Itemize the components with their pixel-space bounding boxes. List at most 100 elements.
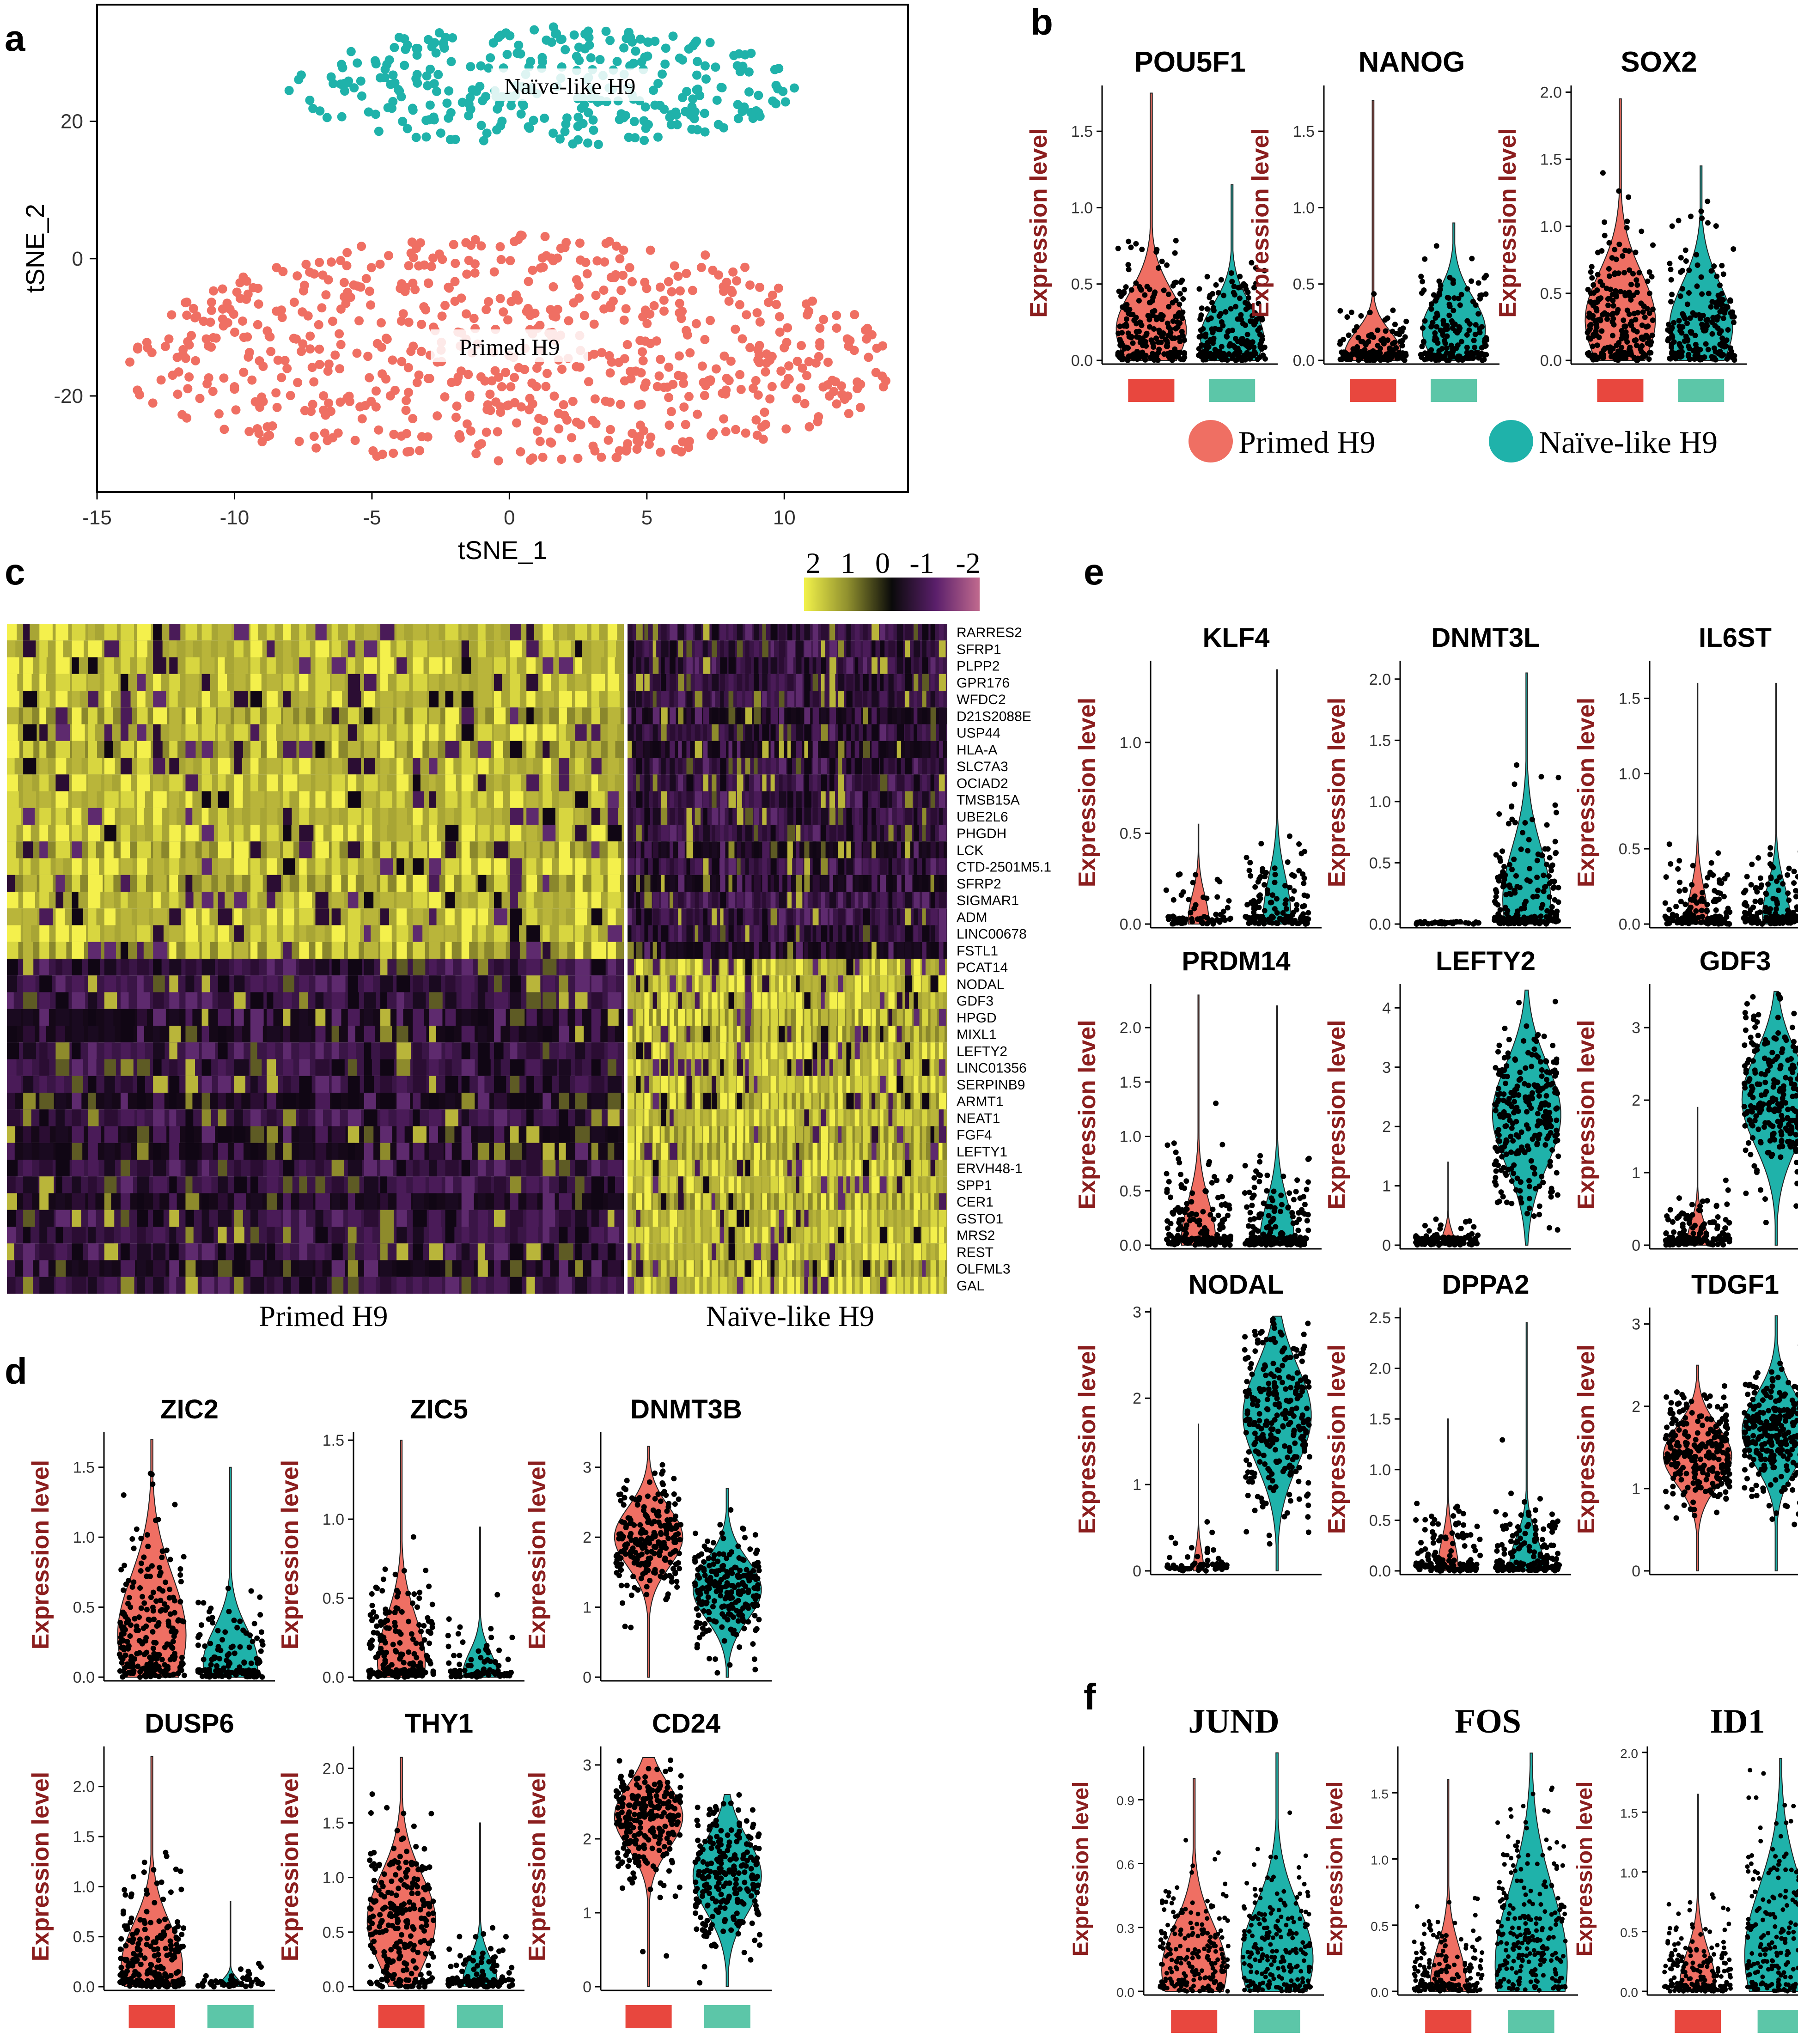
heatmap-cell (445, 975, 456, 992)
heatmap-cell (661, 1109, 666, 1126)
violin-point (1679, 349, 1685, 355)
heatmap-cell (299, 925, 306, 942)
heatmap-cell (854, 1176, 859, 1193)
heatmap-cell (922, 724, 926, 741)
heatmap-cell (821, 925, 828, 942)
heatmap-cell (804, 875, 810, 892)
heatmap-cell (863, 841, 870, 858)
heatmap-cell (812, 640, 818, 657)
heatmap-cell (575, 1160, 587, 1177)
heatmap-cell (429, 1026, 436, 1043)
heatmap-cell (461, 657, 471, 674)
heatmap-cell (267, 1176, 279, 1193)
heatmap-cell (880, 942, 884, 959)
heatmap-cell (283, 841, 294, 858)
violin-point (1371, 357, 1377, 363)
tsne-point (423, 81, 433, 91)
tsne-point (600, 257, 609, 267)
heatmap-cell (745, 724, 753, 741)
heatmap-cell (88, 774, 101, 791)
heatmap-cell (364, 992, 376, 1009)
tsne-point (768, 290, 777, 300)
violin-point (1236, 354, 1242, 360)
violin-point (1477, 329, 1483, 335)
heatmap-cell (591, 707, 600, 724)
heatmap-cell (169, 1093, 177, 1110)
heatmap-cell (429, 808, 438, 825)
heatmap-cell (169, 1026, 181, 1043)
violin-point (1232, 335, 1238, 341)
heatmap-cell (153, 1143, 161, 1160)
heatmap-cell (250, 975, 263, 992)
heatmap-cell (796, 758, 801, 775)
heatmap-cell (591, 959, 606, 976)
heatmap-cell (218, 774, 226, 791)
heatmap-cell (846, 1093, 854, 1110)
tsne-point (447, 377, 457, 387)
heatmap-cell (72, 791, 82, 808)
heatmap-cell (137, 841, 151, 858)
heatmap-cell (728, 1109, 735, 1126)
tsne-point (692, 70, 702, 80)
heatmap-cell (413, 1093, 421, 1110)
heatmap-cell (821, 1026, 829, 1043)
tsne-point (721, 385, 731, 395)
heatmap-cell (380, 825, 387, 842)
heatmap-cell (477, 657, 492, 674)
heatmap-cell (812, 992, 817, 1009)
heatmap-cell (754, 1160, 759, 1177)
heatmap-cell (872, 992, 879, 1009)
violin-point (1179, 315, 1185, 321)
heatmap-cell (703, 1109, 709, 1126)
tsne-point (540, 231, 550, 241)
heatmap-cell (628, 808, 633, 825)
heatmap-cell (888, 758, 895, 775)
tsne-point (700, 61, 710, 71)
heatmap-cell (347, 1093, 360, 1110)
tsne-point (253, 320, 262, 329)
violin-point (1481, 357, 1487, 363)
tsne-point (621, 304, 631, 314)
heatmap-cell (737, 758, 742, 775)
heatmap-cell (299, 1093, 311, 1110)
heatmap-cell (695, 841, 701, 858)
heatmap-cell (636, 992, 641, 1009)
heatmap-cell (821, 758, 827, 775)
heatmap-cell (661, 1143, 668, 1160)
violin-point (1130, 340, 1136, 346)
heatmap-cell (787, 1126, 795, 1143)
heatmap-cell (477, 1093, 490, 1110)
violin-point (1452, 321, 1458, 327)
heatmap-cell (559, 1076, 570, 1093)
violin-point (1116, 352, 1122, 358)
tsne-point (699, 377, 708, 387)
heatmap-cell (88, 959, 100, 976)
heatmap-cell (821, 1126, 829, 1143)
heatmap-cell (628, 1126, 635, 1143)
heatmap-cell (678, 1026, 685, 1043)
tsne-point (667, 287, 677, 297)
heatmap-cell (686, 1042, 692, 1059)
heatmap-cell (39, 841, 48, 858)
tsne-point (724, 376, 734, 385)
heatmap-cell (652, 1126, 660, 1143)
heatmap-cell (559, 1176, 567, 1193)
heatmap-cell (88, 892, 101, 909)
heatmap-cell (628, 908, 632, 925)
heatmap-cell (644, 1093, 651, 1110)
heatmap-cell (728, 1093, 735, 1110)
violin-point (1196, 346, 1202, 352)
heatmap-cell (796, 875, 802, 892)
heatmap-cell (137, 1059, 150, 1076)
heatmap-cell (939, 1076, 943, 1093)
tsne-point (774, 283, 783, 293)
heatmap-cell (331, 724, 339, 741)
heatmap-cell (23, 892, 35, 909)
heatmap-cell (185, 791, 193, 808)
heatmap-cell (652, 758, 659, 775)
heatmap-cell (863, 624, 868, 641)
heatmap-cell (762, 1076, 769, 1093)
heatmap-cell (720, 1160, 725, 1177)
